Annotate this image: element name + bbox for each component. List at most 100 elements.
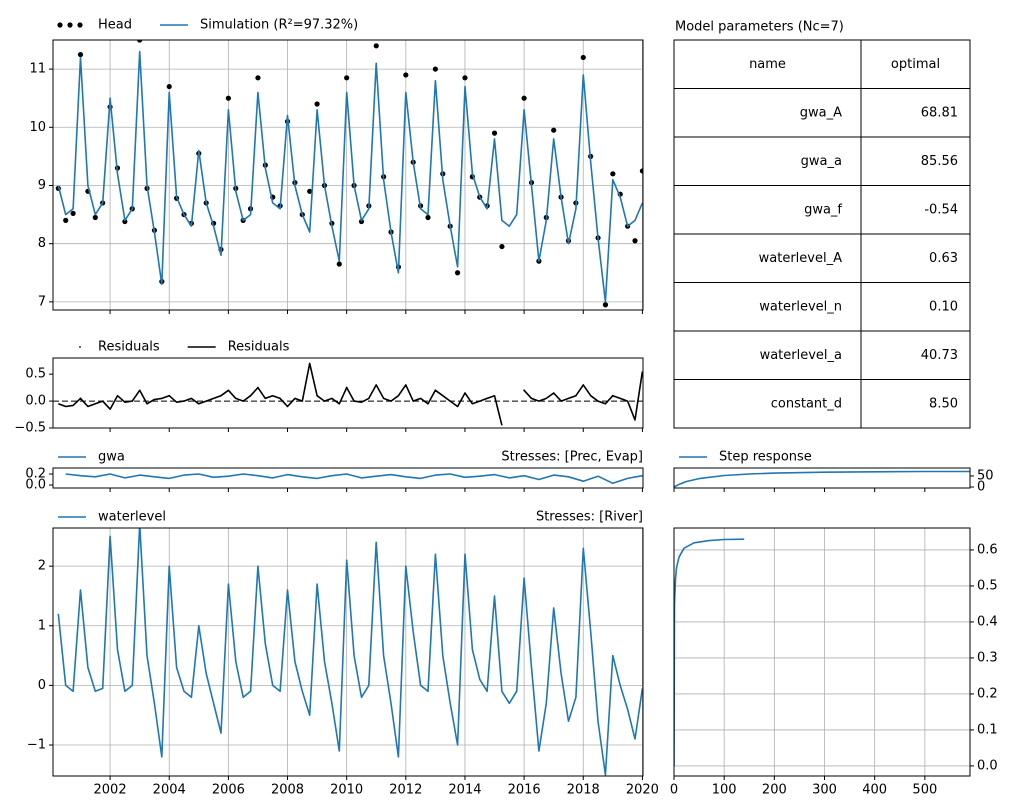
legend-marker [57,22,63,28]
y-tick-label: 2 [38,559,46,574]
x-tick-label: 200 [762,783,787,798]
table-cell: constant_d [771,396,842,411]
y-tick-label: −0.5 [14,421,46,436]
y-tick-label: 0.3 [977,650,998,665]
y-tick-label: 0 [977,480,985,495]
point [432,66,438,72]
annotation: Stresses: [River] [536,510,643,525]
legend-marker [79,346,81,348]
plot-area [674,538,745,766]
legend-label: waterlevel [98,510,166,525]
y-tick-label: −1 [27,738,46,753]
y-tick-label: 0 [38,678,46,693]
point [454,270,461,276]
y-tick-label: 11 [29,62,46,77]
plot-area [65,473,643,485]
table-cell: gwa_a [801,154,842,169]
table-header: name [749,57,786,72]
point [225,95,231,101]
y-tick-label: 0.2 [977,686,998,701]
table-cell: gwa_f [804,202,842,217]
x-tick-label: 2006 [212,783,245,798]
axes-frame [52,357,644,429]
y-tick-label: 0.5 [977,578,998,593]
point [639,168,643,174]
y-tick-label: 7 [38,294,46,309]
point [602,302,609,308]
y-tick-label: 10 [29,120,46,135]
y-tick-label: 8 [38,236,46,251]
point [632,238,638,244]
line [57,528,643,776]
point [403,72,409,78]
y-tick-label: 1 [38,618,46,633]
table-cell: 8.50 [929,396,958,411]
x-tick-label: 100 [712,783,737,798]
x-tick-label: 2014 [448,783,481,798]
y-tick-label: 50 [977,468,994,483]
point [166,83,172,90]
axes-frame [52,467,644,489]
y-tick-label: 0.0 [977,758,998,773]
plot-area [55,40,643,308]
point [314,101,320,107]
x-tick-label: 2008 [271,783,304,798]
x-tick-label: 400 [862,783,887,798]
y-tick-label: 0.6 [977,542,998,557]
legend-marker [77,22,83,28]
line [674,538,745,766]
point [521,95,527,101]
table-cell: waterlevel_A [759,251,842,266]
legend-label: gwa [98,450,125,465]
table-cell: gwa_A [800,105,842,120]
line [57,50,643,303]
point [491,130,498,136]
point [255,75,261,81]
axes-frame [673,467,971,489]
x-tick-label: 2002 [94,783,127,798]
y-tick-label: 0.0 [25,477,46,492]
x-tick-label: 2016 [508,783,541,798]
y-tick-label: 0.0 [25,394,46,409]
table-cell: 0.10 [929,299,958,314]
table-header: optimal [891,57,940,72]
annotation: Stresses: [Prec, Evap] [501,450,643,465]
table-cell: -0.54 [924,202,958,217]
point [462,75,468,81]
x-tick-label: 2012 [389,783,422,798]
x-tick-label: 2018 [567,783,600,798]
line [58,362,643,426]
plot-area [58,362,643,426]
y-tick-label: 9 [38,178,46,193]
point [336,261,342,267]
point [358,218,365,225]
y-tick-label: 0.2 [25,467,46,482]
point [551,127,557,133]
table-cell: 40.73 [921,348,958,363]
point [77,51,84,58]
table-cell: 0.63 [929,251,958,266]
point [373,43,379,49]
table-title: Model parameters (Nc=7) [675,20,844,35]
line [674,470,970,488]
legend-label: Residuals [98,340,160,355]
table-cell: waterlevel_n [759,299,842,314]
y-tick-label: 0.5 [25,367,46,382]
table-cell: 68.81 [921,105,958,120]
point [122,218,128,225]
point [499,243,505,250]
axes-frame [52,527,644,777]
point [63,217,69,223]
point [307,188,313,194]
line [65,473,643,485]
table-cell: waterlevel_a [760,348,842,363]
legend-label: Simulation (R²=97.32%) [200,18,358,33]
axes-frame [673,527,971,777]
point [344,75,350,81]
x-tick-label: 2020 [626,783,659,798]
point [580,54,586,61]
x-tick-label: 0 [670,783,678,798]
legend-label: Residuals [228,340,290,355]
plot-area [57,528,643,776]
plot-area [674,470,970,488]
